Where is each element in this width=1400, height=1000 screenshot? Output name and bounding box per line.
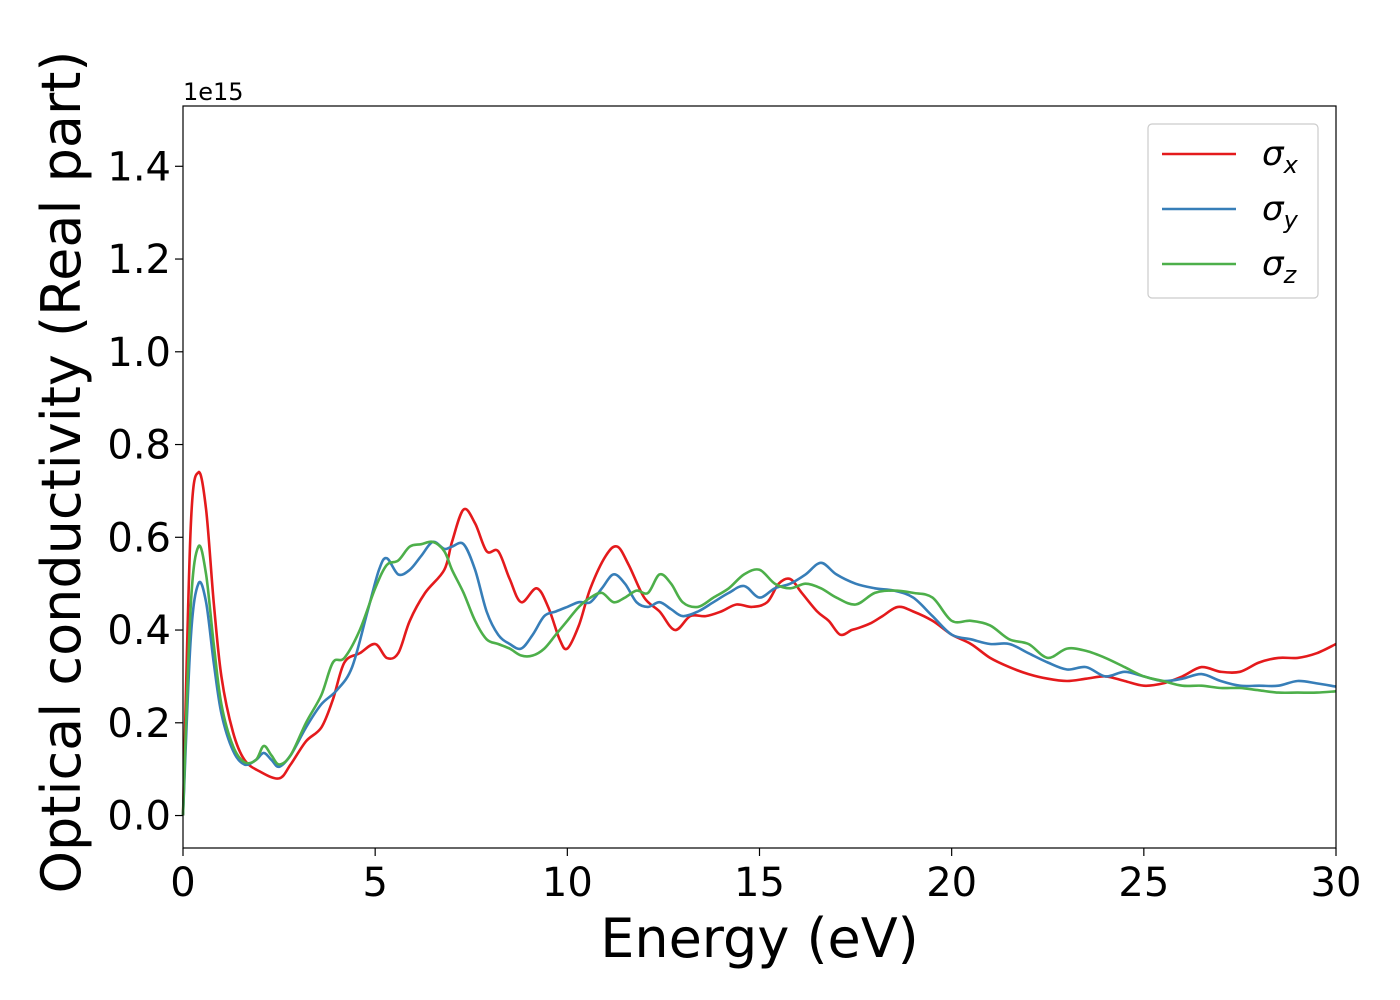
y-tick-label: 1.2 bbox=[107, 237, 171, 283]
legend-label-z: σz bbox=[1262, 244, 1298, 289]
series-layer bbox=[181, 470, 1337, 816]
x-axis: 0 5 10 15 20 25 30 bbox=[170, 848, 1361, 906]
y-tick-label: 1.0 bbox=[107, 330, 171, 376]
legend: σx σy σz bbox=[1147, 123, 1319, 299]
series-line-x bbox=[181, 470, 1337, 816]
y-tick-label: 0.2 bbox=[107, 701, 171, 747]
x-axis-title: Energy (eV) bbox=[600, 907, 919, 970]
legend-label-y: σy bbox=[1262, 189, 1299, 234]
series-line-y bbox=[181, 540, 1337, 816]
y-tick-label: 0.6 bbox=[107, 515, 171, 561]
series-line-z bbox=[181, 540, 1337, 816]
x-tick-label: 10 bbox=[542, 860, 593, 906]
y-tick-label: 0.0 bbox=[107, 794, 171, 840]
y-axis: 0.0 0.2 0.4 0.6 0.8 1.0 1.2 1.4 bbox=[107, 144, 183, 840]
y-tick-label: 1.4 bbox=[107, 144, 171, 190]
x-tick-label: 15 bbox=[734, 860, 785, 906]
x-tick-label: 30 bbox=[1311, 860, 1362, 906]
x-tick-label: 20 bbox=[926, 860, 977, 906]
legend-box bbox=[1147, 123, 1319, 299]
x-tick-label: 5 bbox=[362, 860, 387, 906]
x-tick-label: 0 bbox=[170, 860, 195, 906]
y-tick-label: 0.4 bbox=[107, 608, 171, 654]
x-tick-label: 25 bbox=[1118, 860, 1169, 906]
y-tick-label: 0.8 bbox=[107, 423, 171, 469]
y-axis-title: Optical conductivity (Real part) bbox=[30, 51, 93, 894]
legend-label-x: σx bbox=[1262, 134, 1299, 179]
y-axis-offset-label: 1e15 bbox=[183, 78, 244, 106]
